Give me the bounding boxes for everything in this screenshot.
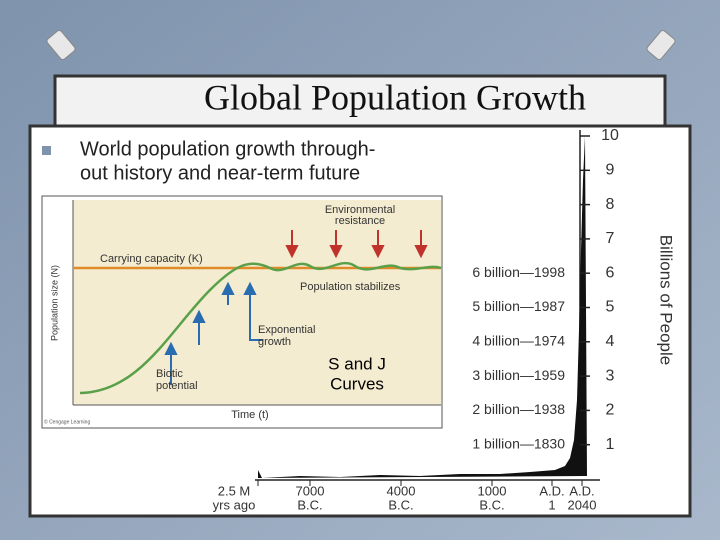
x-tick-label: A.D. xyxy=(539,483,564,498)
y-tick-label: 8 xyxy=(606,196,615,213)
s-y-label: Population size (N) xyxy=(49,265,59,341)
milestone: 6 billion—1998 xyxy=(472,264,565,280)
slide-title: Global Population Growth xyxy=(204,77,586,117)
x-tick-label: 2040 xyxy=(568,497,597,512)
j-y-label: Billions of People xyxy=(657,235,676,365)
s-label: potential xyxy=(156,380,198,392)
bullet-text: World population growth through- xyxy=(80,138,375,160)
s-curve xyxy=(79,261,442,395)
resistance-arrows xyxy=(285,230,428,259)
tape xyxy=(46,29,676,61)
milestone: 5 billion—1987 xyxy=(472,298,565,314)
x-tick-label: yrs ago xyxy=(213,497,256,512)
x-tick-label: B.C. xyxy=(479,497,504,512)
milestone: 4 billion—1974 xyxy=(472,333,565,349)
s-label: Biotic xyxy=(156,368,183,380)
y-tick-label: 2 xyxy=(606,402,615,419)
s-label: resistance xyxy=(335,215,385,227)
s-label: Environmental xyxy=(325,204,395,216)
title-box xyxy=(53,74,667,128)
y-tick-label: 10 xyxy=(601,127,619,144)
bullet-text: out history and near-term future xyxy=(80,162,360,184)
overlay-text: S and J xyxy=(328,354,386,373)
s-label: growth xyxy=(258,336,291,348)
y-tick-label: 6 xyxy=(606,264,615,281)
s-curve-plot xyxy=(73,200,441,405)
bullet xyxy=(42,146,51,155)
s-label: Population stabilizes xyxy=(300,281,401,293)
x-tick-label: 1 xyxy=(548,497,555,512)
x-tick-label: 7000 xyxy=(296,483,325,498)
x-tick-label: 4000 xyxy=(387,483,416,498)
y-tick-label: 1 xyxy=(606,436,615,453)
y-tick-label: 3 xyxy=(606,367,615,384)
growth-arrows xyxy=(164,281,263,385)
s-label: Carrying capacity (K) xyxy=(100,253,203,265)
y-tick-label: 9 xyxy=(606,162,615,179)
overlay-text: Curves xyxy=(330,374,384,393)
x-tick-label: B.C. xyxy=(388,497,413,512)
x-tick-label: 1000 xyxy=(478,483,507,498)
y-tick-label: 4 xyxy=(606,333,615,350)
s-x-label: Time (t) xyxy=(231,409,268,421)
milestone: 1 billion—1830 xyxy=(472,435,565,451)
x-tick-label: 2.5 M xyxy=(218,483,251,498)
y-tick-label: 7 xyxy=(606,230,615,247)
milestone: 2 billion—1938 xyxy=(472,401,565,417)
milestone: 3 billion—1959 xyxy=(472,367,565,383)
x-tick-label: B.C. xyxy=(297,497,322,512)
x-tick-label: A.D. xyxy=(569,483,594,498)
y-tick-label: 5 xyxy=(606,299,615,316)
s-label: Exponential xyxy=(258,324,316,336)
credit: © Cengage Learning xyxy=(44,418,90,425)
